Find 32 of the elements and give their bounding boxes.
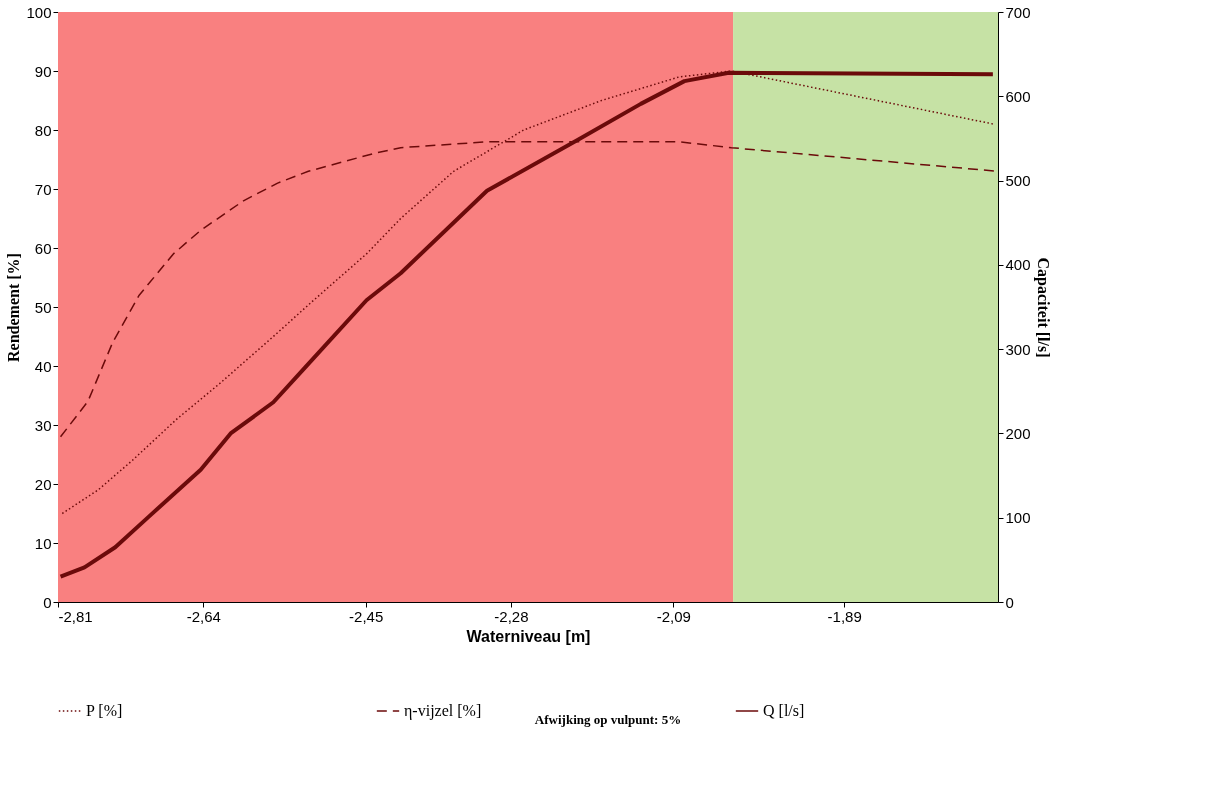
legend-label: P [%] [86,702,123,719]
y-tick-label: 10 [34,534,52,552]
legend-label: η-vijzel [%] [404,702,482,720]
y2-axis-title: Capaciteit [l/s] [1033,257,1052,358]
x-tick-label: -2,09 [656,607,691,625]
y-tick-label: 70 [34,180,52,198]
x-tick-label: -2,45 [349,607,384,625]
y-tick-label: 60 [34,239,52,257]
y2-tick-label: 700 [1005,3,1031,21]
x-tick-label: -2,64 [186,607,221,625]
x-tick-label: -2,81 [58,607,93,625]
y-tick-label: 90 [34,62,52,80]
y-tick-label: 100 [26,3,52,21]
y2-tick-label: 600 [1005,87,1031,105]
x-tick-label: -2,28 [494,607,529,625]
y2-tick-label: 300 [1005,340,1031,358]
x-axis-title: Waterniveau [m] [466,627,591,645]
y-tick-label: 50 [34,298,52,316]
y-tick-label: 0 [43,593,52,611]
text: Afwijking op vulpunt: 5% [534,712,682,727]
legend-label: Q [l/s] [763,702,805,719]
y2-tick-label: 100 [1005,509,1031,527]
y-tick-label: 40 [34,357,52,375]
y2-tick-label: 200 [1005,424,1031,442]
y-tick-label: 80 [34,121,52,139]
y-tick-label: 20 [34,475,52,493]
y2-tick-label: 0 [1005,593,1014,611]
y-tick-label: 30 [34,416,52,434]
y2-tick-label: 400 [1005,256,1031,274]
y2-tick-label: 500 [1005,172,1031,190]
y-axis-title: Rendement [%] [5,253,23,362]
x-tick-label: -1,89 [827,607,862,625]
